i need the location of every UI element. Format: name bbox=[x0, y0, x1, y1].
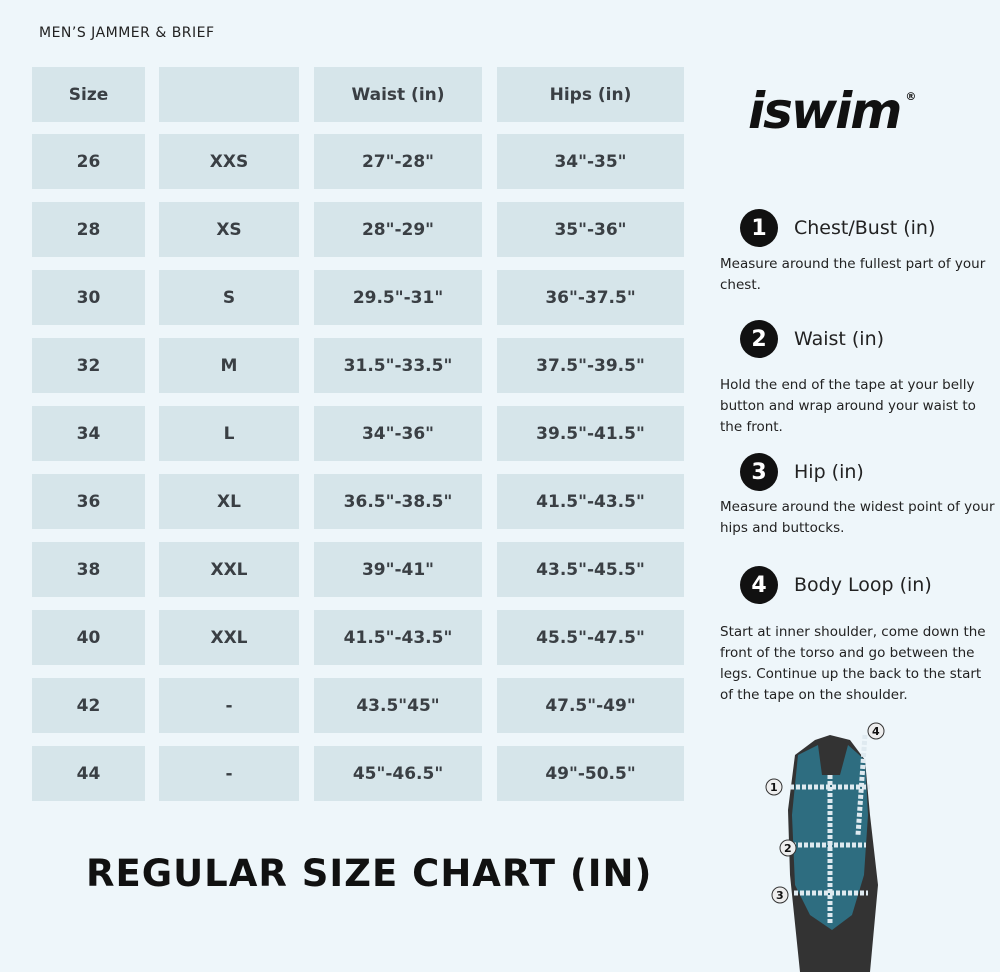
table-cell: L bbox=[159, 406, 299, 461]
step-title: Body Loop (in) bbox=[794, 574, 932, 596]
table-cell: 49"-50.5" bbox=[497, 746, 684, 801]
table-cell: 40 bbox=[32, 610, 145, 665]
table-cell: 45.5"-47.5" bbox=[497, 610, 684, 665]
table-cell: M bbox=[159, 338, 299, 393]
table-cell: XXS bbox=[159, 134, 299, 189]
table-cell: 36 bbox=[32, 474, 145, 529]
table-cell: 42 bbox=[32, 678, 145, 733]
table-cell: 34"-36" bbox=[314, 406, 482, 461]
table-cell: 31.5"-33.5" bbox=[314, 338, 482, 393]
table-cell: 36"-37.5" bbox=[497, 270, 684, 325]
table-cell: - bbox=[159, 746, 299, 801]
number-4-icon: 4 bbox=[740, 566, 778, 604]
table-cell: 41.5"-43.5" bbox=[314, 610, 482, 665]
number-2-icon: 2 bbox=[740, 320, 778, 358]
step-title: Waist (in) bbox=[794, 328, 885, 350]
header-cell: Hips (in) bbox=[497, 67, 684, 122]
header-cell bbox=[159, 67, 299, 122]
step-body-loop: 4 Body Loop (in) bbox=[740, 566, 932, 604]
table-cell: 43.5"-45.5" bbox=[497, 542, 684, 597]
table-cell: 35"-36" bbox=[497, 202, 684, 257]
table-cell: 34"-35" bbox=[497, 134, 684, 189]
table-cell: 28"-29" bbox=[314, 202, 482, 257]
table-cell: 27"-28" bbox=[314, 134, 482, 189]
table-cell: 34 bbox=[32, 406, 145, 461]
figure-label: 1 bbox=[770, 781, 778, 794]
table-cell: 30 bbox=[32, 270, 145, 325]
figure-label: 2 bbox=[784, 842, 792, 855]
step-chest: 1 Chest/Bust (in) bbox=[740, 209, 935, 247]
table-cell: 29.5"-31" bbox=[314, 270, 482, 325]
table-cell: 47.5"-49" bbox=[497, 678, 684, 733]
table-cell: 45"-46.5" bbox=[314, 746, 482, 801]
body-measurement-figure: 1 2 3 4 bbox=[765, 722, 885, 972]
table-cell: 43.5"45" bbox=[314, 678, 482, 733]
brand-logo: iswim ® bbox=[748, 82, 916, 140]
table-cell: XL bbox=[159, 474, 299, 529]
table-cell: 38 bbox=[32, 542, 145, 597]
chart-title: REGULAR SIZE CHART (IN) bbox=[86, 852, 653, 895]
table-cell: 39"-41" bbox=[314, 542, 482, 597]
step-title: Chest/Bust (in) bbox=[794, 217, 936, 239]
registered-mark: ® bbox=[905, 90, 916, 103]
table-cell: 36.5"-38.5" bbox=[314, 474, 482, 529]
table-cell: XS bbox=[159, 202, 299, 257]
table-cell: 41.5"-43.5" bbox=[497, 474, 684, 529]
table-cell: 32 bbox=[32, 338, 145, 393]
table-cell: 26 bbox=[32, 134, 145, 189]
table-cell: 44 bbox=[32, 746, 145, 801]
step-waist: 2 Waist (in) bbox=[740, 320, 884, 358]
number-3-icon: 3 bbox=[740, 453, 778, 491]
figure-label: 3 bbox=[776, 889, 784, 902]
table-cell: XXL bbox=[159, 542, 299, 597]
step-desc: Hold the end of the tape at your belly b… bbox=[720, 377, 976, 435]
table-cell: 39.5"-41.5" bbox=[497, 406, 684, 461]
step-desc: Start at inner shoulder, come down the f… bbox=[720, 624, 986, 703]
step-desc: Measure around the fullest part of your … bbox=[720, 256, 986, 293]
number-1-icon: 1 bbox=[740, 209, 778, 247]
table-cell: - bbox=[159, 678, 299, 733]
table-cell: 37.5"-39.5" bbox=[497, 338, 684, 393]
table-cell: S bbox=[159, 270, 299, 325]
table-cell: 28 bbox=[32, 202, 145, 257]
step-title: Hip (in) bbox=[794, 461, 864, 483]
chart-subtitle: MEN’S JAMMER & BRIEF bbox=[39, 25, 215, 41]
step-hip: 3 Hip (in) bbox=[740, 453, 864, 491]
logo-text: iswim bbox=[748, 82, 902, 140]
table-cell: XXL bbox=[159, 610, 299, 665]
header-cell: Waist (in) bbox=[314, 67, 482, 122]
step-desc: Measure around the widest point of your … bbox=[720, 499, 995, 536]
figure-label: 4 bbox=[872, 725, 880, 738]
header-cell: Size bbox=[32, 67, 145, 122]
